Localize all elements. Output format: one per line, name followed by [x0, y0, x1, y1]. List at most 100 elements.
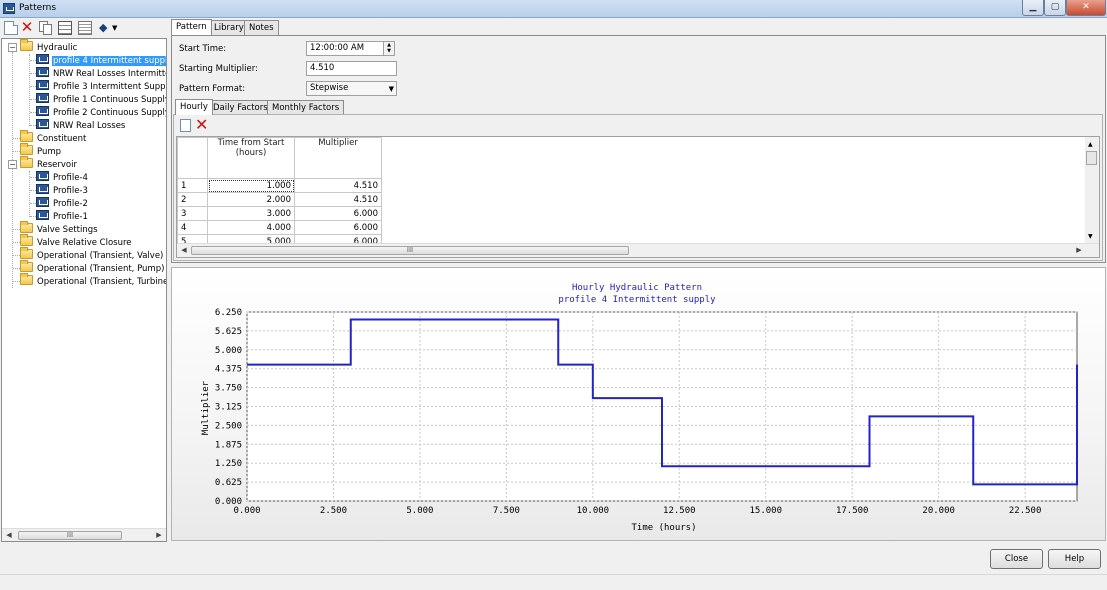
- tree-item-profile-1-res[interactable]: Profile-1: [36, 210, 89, 223]
- report-icon[interactable]: [78, 21, 92, 35]
- x-axis-label: Time (hours): [631, 523, 696, 533]
- chart-ticks: 0.000 0.625 1.250 1.875 2.500 3.125 3.750 4.375…: [215, 308, 1041, 516]
- tree-item-nrw-real-losses[interactable]: NRW Real Losses: [36, 119, 126, 132]
- grid-corner-header: [177, 137, 208, 179]
- scroll-up-icon[interactable]: ▲: [1088, 141, 1093, 148]
- scroll-right-icon[interactable]: ▶: [1076, 246, 1082, 254]
- time-cell[interactable]: 4.000: [207, 220, 295, 235]
- multiplier-cell[interactable]: 6.000: [294, 220, 382, 235]
- folder-icon: [20, 143, 33, 155]
- delete-row-icon[interactable]: ✕: [195, 115, 209, 134]
- time-cell[interactable]: 1.000: [207, 178, 295, 193]
- x-tick-label: 5.000: [406, 506, 433, 516]
- pattern-format-select[interactable]: Stepwise ▼: [306, 81, 397, 96]
- new-icon[interactable]: [4, 21, 18, 35]
- maximize-button[interactable]: ▢: [1044, 0, 1066, 16]
- scroll-right-icon[interactable]: ▶: [156, 531, 162, 539]
- grid-horizontal-scrollbar[interactable]: ◀ III ▶: [177, 243, 1099, 257]
- starting-multiplier-input[interactable]: 4.510: [306, 61, 397, 76]
- time-cell[interactable]: 2.000: [207, 192, 295, 207]
- tab-monthly-factors[interactable]: Monthly Factors: [267, 100, 345, 115]
- pattern-format-value: Stepwise: [310, 83, 349, 93]
- tree-group-valve-relative-closure[interactable]: Valve Relative Closure: [20, 234, 133, 249]
- time-cell[interactable]: 3.000: [207, 206, 295, 221]
- scroll-thumb[interactable]: [1086, 151, 1097, 165]
- tree-group-operational-turbine[interactable]: Operational (Transient, Turbine): [20, 273, 166, 288]
- chart-subtitle: profile 4 Intermittent supply: [558, 295, 716, 305]
- tree-line: [29, 171, 30, 217]
- tree-group-operational-pump[interactable]: Operational (Transient, Pump): [20, 260, 165, 275]
- tree-line: [13, 242, 20, 243]
- scroll-left-icon[interactable]: ◀: [6, 531, 12, 539]
- x-tick-label: 17.500: [836, 506, 869, 516]
- tree-group-hydraulic[interactable]: Hydraulic: [20, 39, 78, 54]
- row-number: 3: [177, 206, 208, 221]
- pattern-grid[interactable]: Time from Start (hours) Multiplier 1 1.0…: [176, 136, 1100, 258]
- tab-notes[interactable]: Notes: [244, 20, 279, 35]
- tree-item-nrw-intermittent[interactable]: NRW Real Losses Intermittent: [36, 67, 166, 80]
- y-tick-label: 0.625: [215, 478, 242, 488]
- tree-item-profile-1[interactable]: Profile 1 Continuous Supply A: [36, 93, 166, 106]
- folder-icon: [20, 221, 33, 233]
- y-axis-label: Multiplier: [201, 380, 211, 435]
- tree-group-reservoir[interactable]: Reservoir: [20, 156, 78, 171]
- tree-item-profile-3[interactable]: Profile 3 Intermittent Supply: [36, 80, 166, 93]
- library-icon[interactable]: ◆: [99, 21, 108, 34]
- help-button[interactable]: Help: [1048, 549, 1101, 569]
- folder-icon: [20, 39, 33, 51]
- scroll-thumb[interactable]: III: [191, 246, 629, 255]
- multiplier-cell[interactable]: 4.510: [294, 192, 382, 207]
- expand-toggle-reservoir[interactable]: −: [8, 160, 17, 169]
- scroll-thumb[interactable]: III: [18, 531, 122, 540]
- x-tick-label: 15.000: [749, 506, 782, 516]
- table-icon[interactable]: [58, 21, 72, 35]
- scroll-down-icon[interactable]: ▼: [1088, 233, 1093, 240]
- tree-line: [12, 52, 13, 288]
- patterns-app-icon: [3, 3, 15, 14]
- minimize-button[interactable]: ▁: [1022, 0, 1044, 16]
- grid-vertical-scrollbar[interactable]: ▲ ▼: [1085, 137, 1099, 243]
- tree-horizontal-scrollbar[interactable]: ◀ III ▶: [2, 528, 166, 541]
- dropdown-arrow-icon[interactable]: ▼: [112, 24, 118, 32]
- folder-icon: [20, 130, 33, 142]
- table-row[interactable]: 2 2.000 4.510: [177, 192, 382, 207]
- x-tick-label: 22.500: [1009, 506, 1042, 516]
- tree-item-profile-3-res[interactable]: Profile-3: [36, 184, 89, 197]
- window-title: Patterns: [19, 3, 57, 13]
- y-tick-label: 4.375: [215, 365, 242, 375]
- tree-line: [30, 125, 36, 126]
- tab-pattern[interactable]: Pattern: [171, 19, 212, 35]
- tree-group-operational-valve[interactable]: Operational (Transient, Valve): [20, 247, 164, 262]
- tab-library[interactable]: Library: [209, 20, 249, 35]
- tree-item-profile-4-intermittent[interactable]: profile 4 Intermittent supply: [36, 54, 166, 67]
- new-row-icon[interactable]: [180, 119, 191, 132]
- table-row[interactable]: 1 1.000 4.510: [177, 178, 382, 193]
- tab-hourly[interactable]: Hourly: [175, 99, 213, 115]
- tree-group-constituent[interactable]: Constituent: [20, 130, 87, 145]
- scroll-left-icon[interactable]: ◀: [181, 246, 187, 254]
- tree-group-pump[interactable]: Pump: [20, 143, 62, 158]
- tree-line: [30, 216, 36, 217]
- close-window-button[interactable]: ✕: [1066, 0, 1106, 16]
- tree-item-profile-2[interactable]: Profile 2 Continuous Supply Pe: [36, 106, 166, 119]
- copy-icon[interactable]: [39, 21, 53, 35]
- start-time-input[interactable]: 12:00:00 AM: [306, 41, 384, 56]
- tree-item-profile-2-res[interactable]: Profile-2: [36, 197, 89, 210]
- multiplier-cell[interactable]: 4.510: [294, 178, 382, 193]
- table-row[interactable]: 3 3.000 6.000: [177, 206, 382, 221]
- expand-toggle-hydraulic[interactable]: −: [8, 43, 17, 52]
- tab-daily-factors[interactable]: Daily Factors: [208, 100, 273, 115]
- close-button[interactable]: Close: [990, 549, 1043, 569]
- tree-line: [13, 255, 20, 256]
- pattern-icon: [36, 119, 49, 129]
- tree-item-profile-4[interactable]: Profile-4: [36, 171, 89, 184]
- tree-line: [30, 73, 36, 74]
- tree-group-valve-settings[interactable]: Valve Settings: [20, 221, 99, 236]
- y-tick-label: 1.875: [215, 440, 242, 450]
- pattern-tree[interactable]: − Hydraulic profile 4 Intermittent suppl…: [1, 38, 167, 542]
- x-tick-label: 12.500: [663, 506, 696, 516]
- table-row[interactable]: 4 4.000 6.000: [177, 220, 382, 235]
- delete-icon[interactable]: ✕: [20, 18, 34, 36]
- start-time-spinner[interactable]: ▲ ▼: [383, 41, 395, 56]
- multiplier-cell[interactable]: 6.000: [294, 206, 382, 221]
